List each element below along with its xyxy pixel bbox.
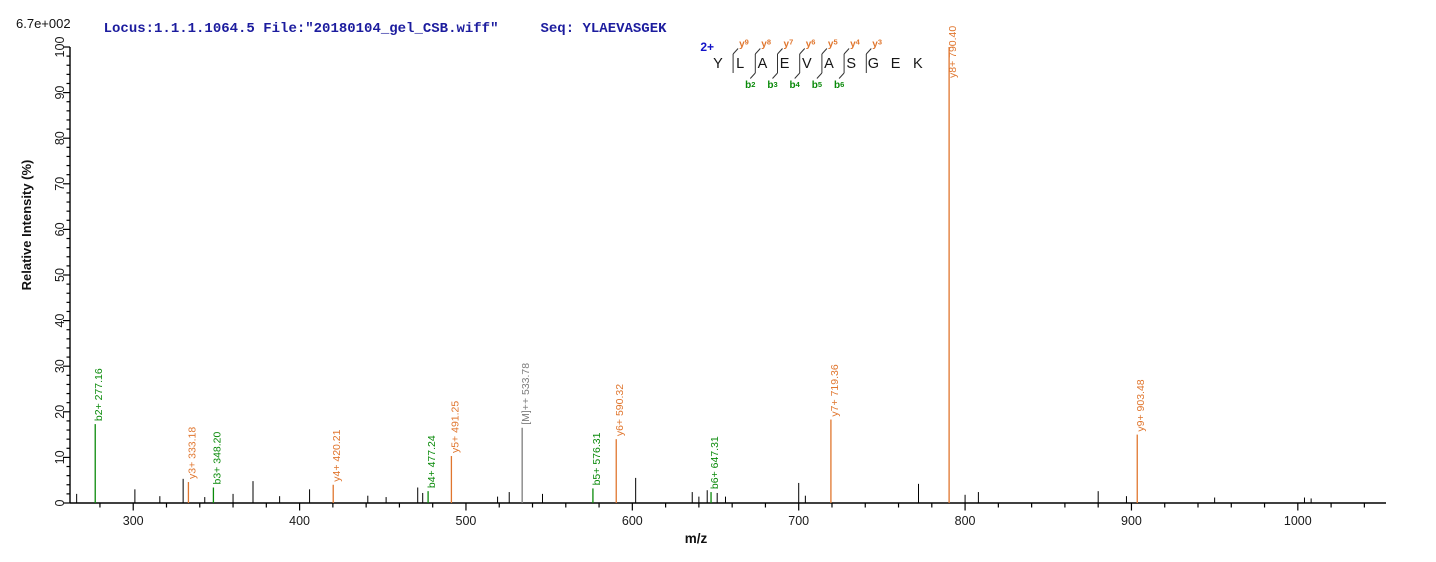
y-ion-label: y3	[872, 38, 882, 51]
locus-file-label: Locus:1.1.1.1064.5 File:"20180104_gel_CS…	[103, 21, 499, 37]
b-ion-label: b3	[767, 80, 777, 91]
b-ion-label: b2	[745, 80, 755, 91]
peak-label-[M]++: [M]++ 533.78	[520, 363, 532, 425]
y-tick-label: 60	[53, 222, 67, 236]
peak-label-b4+: b4+ 477.24	[426, 435, 438, 488]
residue-letter: L	[736, 56, 744, 72]
y-ion-label: y6	[806, 38, 816, 51]
peak-label-y7+: y7+ 719.36	[829, 364, 841, 416]
y-tick-label: 90	[53, 86, 67, 100]
y-tick-label: 100	[53, 37, 67, 58]
y-ion-tick	[732, 48, 739, 55]
y-tick-label: 0	[53, 499, 67, 506]
x-tick-label: 400	[289, 514, 310, 528]
sequence-label: Seq: YLAEVASGEK	[540, 21, 667, 37]
residue-letter: V	[802, 56, 812, 72]
y-ion-tick	[865, 48, 872, 55]
labeled-peaks: b2+ 277.16 y3+ 333.18 b3+ 348.20 y4+ 420.21…	[93, 26, 1147, 503]
y-ion-tick	[777, 48, 783, 55]
x-tick-label: 700	[788, 514, 809, 528]
peak-label-b3+: b3+ 348.20	[211, 431, 223, 484]
y-ion-tick	[754, 48, 761, 55]
b-ion-tick	[816, 72, 823, 79]
y-tick-label: 40	[53, 314, 67, 328]
x-axis-title: m/z	[685, 531, 708, 546]
y-tick-label: 50	[53, 268, 67, 282]
residue-letter: E	[891, 56, 901, 72]
peak-label-y9+: y9+ 903.48	[1135, 379, 1147, 431]
peak-label-b6+: b6+ 647.31	[709, 436, 721, 489]
axes: m/z Relative Intensity (%)	[19, 47, 1386, 546]
x-tick-label: 800	[955, 514, 976, 528]
b-ion-label: b4	[790, 80, 801, 91]
x-tick-label: 600	[622, 514, 643, 528]
residue-letter: A	[758, 56, 768, 72]
b-ion-label: b6	[834, 80, 844, 91]
b-ion-tick	[772, 72, 778, 79]
y-axis-ticks: 0 10 20 30 40 50 60 70 80 90 100	[53, 37, 70, 506]
y-ion-tick	[843, 48, 850, 55]
x-tick-label: 1000	[1284, 514, 1312, 528]
y-ion-label: y8	[761, 38, 771, 51]
precursor-charge-label: 2+	[700, 40, 714, 54]
y-ion-label: y7	[784, 38, 794, 51]
peak-label-y8+: y8+ 790.40	[947, 26, 959, 78]
y-ion-label: y4	[850, 38, 861, 51]
b-ion-tick	[749, 72, 756, 79]
x-axis-ticks: 300 400 500 600 700 800 900 1000	[99, 503, 1365, 528]
y-tick-label: 70	[53, 177, 67, 191]
residue-letter: S	[846, 56, 856, 72]
b-ion-tick	[794, 72, 801, 79]
peak-label-y6+: y6+ 590.32	[614, 384, 626, 436]
residue-letter: K	[913, 56, 923, 72]
y-ion-tick	[821, 48, 828, 55]
unlabeled-peaks	[76, 477, 1312, 503]
y-ion-label: y5	[828, 38, 838, 51]
residue-letter: Y	[713, 56, 723, 72]
base-peak-intensity-label: 6.7e+002	[16, 16, 71, 31]
peak-label-y3+: y3+ 333.18	[186, 427, 198, 479]
peak-label-y4+: y4+ 420.21	[331, 429, 343, 481]
peak-label-b5+: b5+ 576.31	[591, 432, 603, 485]
x-tick-label: 300	[123, 514, 144, 528]
y-tick-label: 30	[53, 359, 67, 373]
residue-letter: E	[780, 56, 790, 72]
y-tick-label: 20	[53, 405, 67, 419]
b-ion-label: b5	[812, 80, 822, 91]
y-tick-label: 10	[53, 450, 67, 464]
residue-letter: G	[868, 56, 879, 72]
residue-letter: A	[824, 56, 834, 72]
spectrum-header: Locus:1.1.1.1064.5 File:"20180104_gel_CS…	[70, 5, 667, 53]
y-ion-tick	[799, 48, 806, 55]
b-ion-tick	[838, 72, 845, 79]
peak-label-y5+: y5+ 491.25	[449, 401, 461, 453]
y-axis-title: Relative Intensity (%)	[19, 160, 34, 291]
peak-label-b2+: b2+ 277.16	[93, 368, 105, 421]
y-tick-label: 80	[53, 131, 67, 145]
y-ion-label: y9	[739, 38, 749, 51]
x-tick-label: 500	[456, 514, 477, 528]
x-tick-label: 900	[1121, 514, 1142, 528]
